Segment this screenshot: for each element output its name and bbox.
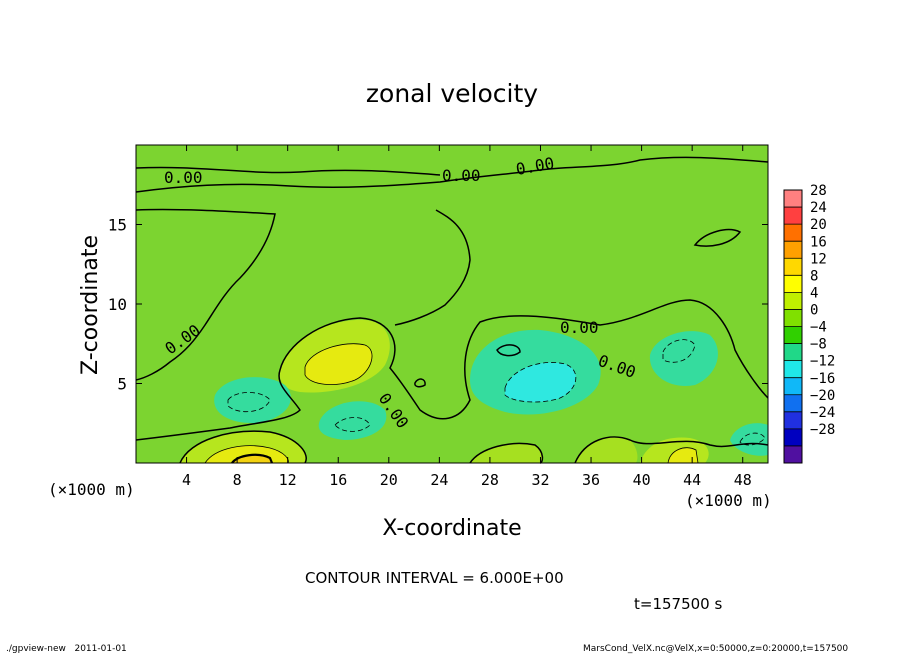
colorbar-swatch <box>784 224 802 242</box>
colorbar-level-label: 24 <box>810 200 827 216</box>
negative-region <box>318 401 387 440</box>
colorbar-swatch <box>784 207 802 225</box>
positive-region <box>305 343 373 385</box>
contour-interval-note: CONTOUR INTERVAL = 6.000E+00 <box>305 569 564 587</box>
x-tick-label: 36 <box>582 471 600 489</box>
x-axis: 4 8 12 16 20 24 28 32 36 40 44 48 <box>182 145 752 489</box>
footer-right: MarsCond_VelX.nc@VelX,x=0:50000,z=0:2000… <box>583 644 848 654</box>
y-tick-label: 5 <box>117 375 127 394</box>
colorbar-swatch <box>784 275 802 293</box>
contour-label: 0.00 <box>164 168 203 187</box>
colorbar-swatch <box>784 445 802 464</box>
footer-left: ./gpview-new 2011-01-01 <box>6 644 127 654</box>
colorbar-level-label: 28 <box>810 183 827 199</box>
colorbar-swatch <box>784 377 802 396</box>
colorbar-swatch <box>784 343 802 361</box>
colorbar-level-label: 4 <box>810 285 818 301</box>
colorbar-level-label: −28 <box>810 422 835 438</box>
colorbar-level-label: −8 <box>810 337 827 353</box>
strong-positive-contour <box>231 453 274 464</box>
negative-region <box>730 423 768 456</box>
colorbar-level-label: −24 <box>810 405 835 421</box>
colorbar-level-label: 12 <box>810 251 827 267</box>
colorbar-level-label: −20 <box>810 388 835 404</box>
contour-label: 0.00 <box>560 318 599 337</box>
colorbar-swatch <box>784 258 802 276</box>
y-axis-label: Z-coordinate <box>78 235 103 375</box>
colorbar-swatch <box>784 411 802 430</box>
x-unit-right: (×1000 m) <box>685 491 772 510</box>
colorbar-level-label: −4 <box>810 320 827 336</box>
colorbar-level-label: 20 <box>810 217 827 233</box>
negative-contours <box>227 339 766 446</box>
y-tick-label: 15 <box>108 216 127 235</box>
colorbar-swatch <box>784 190 802 208</box>
colorbar-swatch <box>784 309 802 327</box>
x-tick-label: 28 <box>481 471 499 489</box>
x-tick-label: 40 <box>633 471 651 489</box>
colorbar-level-label: −12 <box>810 354 835 370</box>
contour-label: 0.00 <box>442 166 481 185</box>
negative-region <box>214 377 291 424</box>
x-tick-label: 24 <box>430 471 448 489</box>
negative-region <box>649 331 718 386</box>
colorbar-level-label: 8 <box>810 268 818 284</box>
colorbar-swatch <box>784 326 802 344</box>
x-tick-label: 32 <box>531 471 549 489</box>
negative-region <box>505 362 576 402</box>
x-tick-label: 4 <box>182 471 191 489</box>
time-label: t=157500 s <box>634 595 722 613</box>
colorbar-swatch <box>784 241 802 259</box>
zero-contours <box>135 156 769 464</box>
colorbar-level-label: 0 <box>810 303 818 319</box>
x-tick-label: 12 <box>279 471 297 489</box>
x-axis-label: X-coordinate <box>382 516 521 541</box>
positive-region <box>470 443 543 463</box>
x-tick-label: 16 <box>329 471 347 489</box>
colorbar-swatch <box>784 428 802 447</box>
x-tick-label: 8 <box>233 471 242 489</box>
colorbar-swatch <box>784 292 802 310</box>
chart-title: zonal velocity <box>366 79 538 108</box>
colorbar-level-label: 16 <box>810 234 827 250</box>
colorbar-level-label: −16 <box>810 371 835 387</box>
x-tick-label: 20 <box>380 471 398 489</box>
y-axis: 5 10 15 <box>108 216 768 394</box>
x-unit-left: (×1000 m) <box>48 480 135 499</box>
plot-area: 0.00 0.00 0.00 0.00 0.00 0.00 0.00 <box>135 144 769 464</box>
y-tick-label: 10 <box>108 295 127 314</box>
positive-region <box>575 436 638 463</box>
colorbar-swatch <box>784 394 802 413</box>
colorbar-swatch <box>784 360 802 378</box>
x-tick-label: 48 <box>734 471 752 489</box>
x-tick-label: 44 <box>683 471 701 489</box>
